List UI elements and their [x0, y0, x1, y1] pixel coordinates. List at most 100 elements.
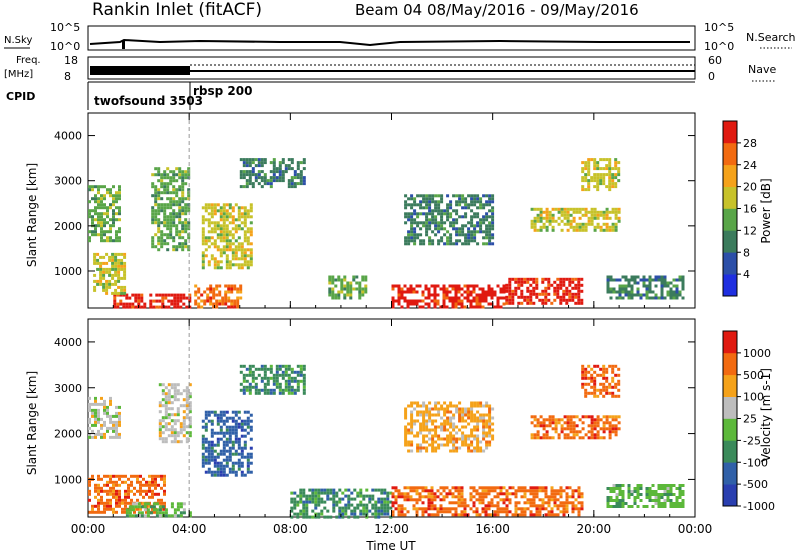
heatmap-cell — [484, 510, 488, 514]
heatmap-cell — [608, 228, 612, 232]
heatmap-cell — [151, 245, 155, 249]
heatmap-cell — [234, 254, 238, 258]
heatmap-cell — [413, 242, 417, 246]
heatmap-cell — [406, 498, 410, 502]
heatmap-cell — [100, 197, 103, 201]
heatmap-cell — [636, 287, 640, 291]
heatmap-cell — [172, 185, 176, 189]
heatmap-cell — [472, 501, 476, 505]
heatmap-cell — [493, 290, 497, 294]
heatmap-cell — [419, 449, 423, 453]
heatmap-cell — [433, 498, 437, 502]
heatmap-cell — [311, 491, 315, 495]
heatmap-cell — [621, 287, 625, 291]
heatmap-cell — [593, 164, 597, 168]
heatmap-cell — [409, 290, 413, 294]
heatmap-cell — [562, 510, 566, 514]
heatmap-cell — [645, 293, 649, 297]
heatmap-cell — [228, 221, 232, 225]
heatmap-cell — [553, 513, 557, 517]
heatmap-cell — [160, 501, 163, 505]
heatmap-cell — [427, 290, 431, 294]
heatmap-cell — [660, 278, 664, 282]
heatmap-cell — [556, 498, 560, 502]
heatmap-cell — [457, 495, 461, 499]
heatmap-cell — [422, 413, 426, 417]
heatmap-cell — [284, 367, 288, 371]
heatmap-cell — [130, 498, 133, 502]
heatmap-cell — [115, 411, 118, 415]
heatmap-cell — [536, 213, 540, 217]
heatmap-cell — [451, 507, 455, 511]
heatmap-cell — [157, 197, 161, 201]
heatmap-cell — [593, 370, 597, 374]
heatmap-cell — [263, 182, 267, 186]
heatmap-cell — [210, 455, 214, 459]
heatmap-cell — [146, 514, 150, 518]
heatmap-cell — [434, 428, 438, 432]
heatmap-cell — [246, 254, 250, 258]
heatmap-cell — [124, 510, 127, 514]
heatmap-cell — [170, 514, 174, 518]
heatmap-cell — [608, 176, 612, 180]
heatmap-cell — [164, 305, 168, 309]
heatmap-cell — [243, 209, 247, 213]
heatmap-cell — [290, 497, 294, 501]
heatmap-cell — [548, 222, 552, 226]
heatmap-cell — [118, 423, 121, 427]
heatmap-cell — [514, 495, 518, 499]
heatmap-cell — [237, 446, 241, 450]
y-tick-label: 4000 — [54, 130, 82, 143]
heatmap-cell — [100, 426, 103, 430]
heatmap-cell — [428, 416, 432, 420]
heatmap-cell — [541, 504, 545, 508]
heatmap-cell — [476, 410, 480, 414]
heatmap-cell — [178, 206, 182, 210]
heatmap-cell — [296, 500, 300, 504]
heatmap-cell — [413, 239, 417, 243]
heatmap-cell — [648, 278, 652, 282]
heatmap-cell — [571, 295, 575, 299]
heatmap-cell — [352, 278, 356, 282]
heatmap-cell — [278, 161, 282, 165]
heatmap-cell — [254, 391, 258, 395]
heatmap-cell — [296, 370, 300, 374]
heatmap-cell — [430, 492, 434, 496]
heatmap-cell — [290, 179, 294, 183]
heatmap-cell — [548, 213, 552, 217]
heatmap-cell — [425, 224, 429, 228]
heatmap-cell — [152, 508, 156, 512]
heatmap-cell — [535, 510, 539, 514]
heatmap-cell — [163, 209, 167, 213]
heatmap-cell — [112, 194, 115, 198]
heatmap-cell — [454, 489, 458, 493]
heatmap-cell — [331, 278, 335, 282]
heatmap-cell — [568, 292, 572, 296]
heatmap-cell — [163, 477, 166, 481]
heatmap-cell — [160, 498, 163, 502]
heatmap-cell — [472, 296, 476, 300]
heatmap-cell — [106, 483, 109, 487]
heatmap-cell — [422, 437, 426, 441]
heatmap-cell — [550, 507, 554, 511]
heatmap-cell — [219, 467, 223, 471]
heatmap-cell — [520, 489, 524, 493]
heatmap-cell — [488, 200, 492, 204]
heatmap-cell — [602, 415, 606, 419]
heatmap-cell — [469, 498, 473, 502]
heatmap-cell — [458, 446, 462, 450]
heatmap-cell — [118, 417, 121, 421]
heatmap-cell — [200, 299, 204, 303]
heatmap-cell — [346, 290, 350, 294]
heatmap-cell — [219, 473, 223, 477]
heatmap-cell — [170, 299, 174, 303]
heatmap-cell — [361, 293, 365, 297]
heatmap-cell — [479, 446, 483, 450]
heatmap-cell — [602, 430, 606, 434]
heatmap-cell — [554, 421, 558, 425]
heatmap-cell — [158, 299, 162, 303]
heatmap-cell — [240, 434, 244, 438]
heatmap-cell — [364, 275, 368, 279]
heatmap-cell — [455, 431, 459, 435]
